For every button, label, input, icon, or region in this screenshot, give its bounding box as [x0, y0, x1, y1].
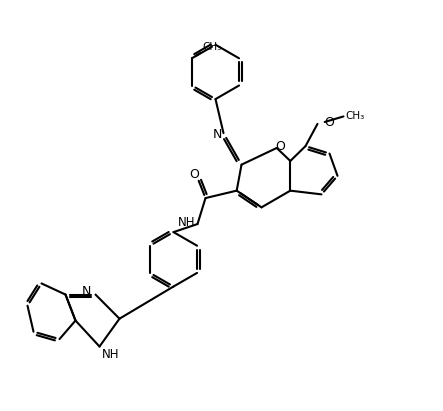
- Text: CH₃: CH₃: [346, 111, 365, 121]
- Text: O: O: [325, 115, 334, 129]
- Text: N: N: [213, 129, 222, 141]
- Text: NH: NH: [178, 216, 195, 229]
- Text: N: N: [82, 285, 91, 298]
- Text: NH: NH: [101, 349, 119, 361]
- Text: CH₃: CH₃: [202, 42, 221, 52]
- Text: O: O: [189, 168, 199, 181]
- Text: O: O: [275, 140, 285, 152]
